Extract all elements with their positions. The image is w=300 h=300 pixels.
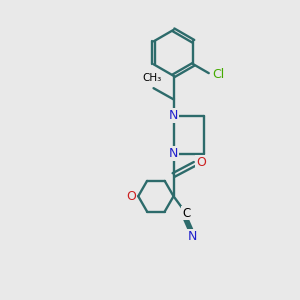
Text: Cl: Cl	[212, 68, 224, 81]
Text: N: N	[169, 109, 178, 122]
Text: N: N	[169, 147, 178, 160]
Text: N: N	[188, 230, 197, 243]
Text: O: O	[126, 190, 136, 203]
Text: O: O	[196, 156, 206, 169]
Text: CH₃: CH₃	[142, 73, 162, 83]
Text: C: C	[182, 206, 190, 220]
